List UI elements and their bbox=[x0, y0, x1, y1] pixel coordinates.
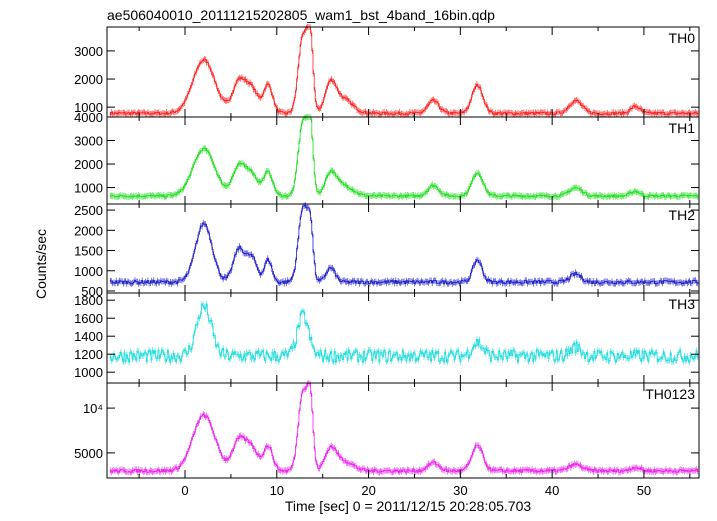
x-tick-label: 10 bbox=[270, 483, 284, 498]
y-tick-label: 1000 bbox=[74, 181, 103, 196]
panel-label: TH3 bbox=[669, 296, 696, 312]
error-bars-th0123 bbox=[110, 380, 699, 476]
y-tick-label: 2000 bbox=[74, 223, 103, 238]
y-tick-label: 1400 bbox=[74, 329, 103, 344]
panel-label: TH1 bbox=[669, 120, 696, 136]
panel-th1: 1000 2000 3000 4000 TH1 bbox=[74, 110, 700, 205]
y-tick-label: 500 bbox=[81, 284, 103, 299]
series-line-th2 bbox=[109, 204, 699, 285]
panel-label: TH0 bbox=[669, 30, 696, 46]
x-tick-label: 30 bbox=[453, 483, 467, 498]
panel-th0: 1000 2000 3000 TH0 bbox=[74, 24, 700, 118]
series-line-th0123 bbox=[109, 382, 699, 473]
y-tick-label: 2000 bbox=[74, 72, 103, 87]
y-tick-label: 4000 bbox=[74, 110, 103, 125]
x-tick-label: 40 bbox=[545, 483, 559, 498]
panel-frame bbox=[106, 292, 700, 384]
error-bars-th2 bbox=[110, 202, 699, 287]
y-tick-label: 10⁴ bbox=[83, 401, 103, 416]
series-line-th1 bbox=[109, 116, 699, 198]
y-tick-label: 1500 bbox=[74, 244, 103, 259]
panel-th3: 1000 1200 1400 1600 1800 TH3 bbox=[74, 292, 700, 384]
y-tick-label: 1800 bbox=[74, 293, 103, 308]
x-tick-labels: 0 10 20 30 40 50 bbox=[181, 483, 651, 498]
x-tick-label: 50 bbox=[637, 483, 651, 498]
y-tick-label: 2500 bbox=[74, 203, 103, 218]
y-axis-label: Counts/sec bbox=[33, 229, 49, 299]
y-tick-label: 1000 bbox=[74, 264, 103, 279]
series-line-th0 bbox=[109, 26, 699, 116]
error-bars-th3 bbox=[110, 300, 699, 366]
y-tick-label: 1200 bbox=[74, 347, 103, 362]
x-tick-label: 0 bbox=[181, 483, 188, 498]
y-tick-label: 1000 bbox=[74, 365, 103, 380]
y-tick-label: 1000 bbox=[74, 100, 103, 115]
y-tick-label: 3000 bbox=[74, 44, 103, 59]
panel-frame bbox=[106, 382, 700, 479]
panels-group: 100020003000TH01000200030004000TH1500100… bbox=[74, 24, 700, 479]
panel-th0123: 5000 10⁴ TH0123 bbox=[74, 380, 700, 479]
y-tick-label: 1600 bbox=[74, 311, 103, 326]
y-tick-label: 2000 bbox=[74, 157, 103, 172]
chart-title: ae506040010_20111215202805_wam1_bst_4ban… bbox=[107, 7, 495, 23]
x-tick-label: 20 bbox=[361, 483, 375, 498]
panel-label: TH0123 bbox=[645, 386, 695, 402]
error-bars-th1 bbox=[110, 114, 699, 201]
series-line-th3 bbox=[109, 303, 699, 363]
error-bars-th0 bbox=[110, 24, 699, 118]
x-axis-label: Time [sec] 0 = 2011/12/15 20:28:05.703 bbox=[285, 498, 532, 514]
panel-label: TH2 bbox=[669, 207, 696, 223]
y-tick-label: 3000 bbox=[74, 134, 103, 149]
y-tick-label: 5000 bbox=[74, 446, 103, 461]
panel-th2: 500 1000 1500 2000 2500 TH2 bbox=[74, 202, 700, 299]
